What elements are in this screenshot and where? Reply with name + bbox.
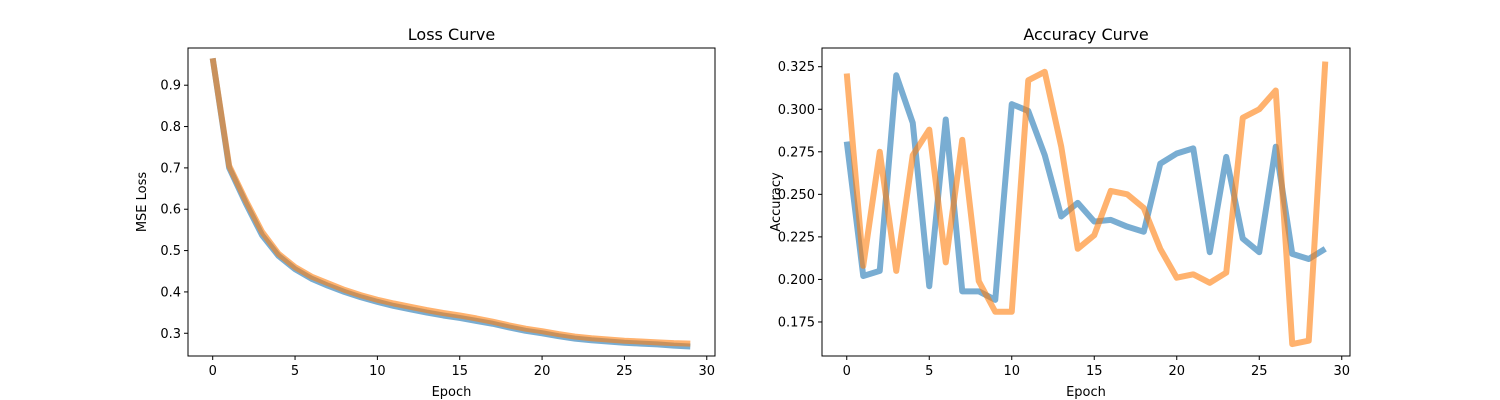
y-tick-label: 0.3	[160, 327, 181, 342]
chart-title: Accuracy Curve	[1023, 25, 1148, 44]
plot-frame	[821, 47, 1351, 357]
y-tick-label: 0.200	[778, 273, 815, 288]
x-tick-label: 10	[1003, 364, 1020, 379]
y-tick-label: 0.9	[160, 79, 181, 94]
y-tick-label: 0.250	[778, 188, 815, 203]
x-tick-label: 0	[843, 364, 851, 379]
y-axis-label: MSE Loss	[135, 172, 150, 233]
series-line-1	[843, 72, 1327, 303]
y-tick-label: 0.300	[778, 103, 815, 118]
y-tick-label: 0.225	[778, 230, 815, 245]
x-tick-label: 5	[291, 364, 299, 379]
x-tick-label: 5	[925, 364, 933, 379]
series-line-2	[209, 57, 691, 347]
x-tick-label: 30	[698, 364, 715, 379]
x-tick-label: 10	[369, 364, 386, 379]
x-tick-label: 25	[616, 364, 633, 379]
y-axis-label: Accuracy	[769, 172, 784, 232]
y-tick-label: 0.8	[160, 120, 181, 135]
x-tick-label: 15	[1086, 364, 1103, 379]
series-line-2	[843, 61, 1329, 348]
x-tick-label: 25	[1251, 364, 1268, 379]
x-tick-label: 0	[209, 364, 217, 379]
x-tick-label: 30	[1333, 364, 1350, 379]
series-line-1	[209, 57, 691, 350]
y-tick-label: 0.175	[778, 315, 815, 330]
plot-frame	[187, 47, 716, 357]
y-tick-label: 0.275	[778, 145, 815, 160]
chart-title: Loss Curve	[408, 25, 495, 44]
loss-chart: 0 5 10 15 20 25 30 0.3 0.4 0.5 0.6 0.7 0.8 0.9 Loss Cu…	[135, 25, 716, 400]
x-tick-label: 20	[1168, 364, 1185, 379]
y-tick-label: 0.325	[778, 60, 815, 75]
y-tick-label: 0.6	[160, 203, 181, 218]
x-tick-label: 15	[451, 364, 468, 379]
x-axis-label: Epoch	[432, 385, 472, 400]
y-tick-label: 0.7	[160, 161, 181, 176]
accuracy-chart: 0 5 10 15 20 25 30 0.175 0.200 0.225 0.250 0.275 0.3…	[769, 25, 1351, 400]
x-axis-label: Epoch	[1066, 385, 1106, 400]
y-tick-label: 0.5	[160, 244, 181, 259]
y-tick-label: 0.4	[160, 285, 181, 300]
x-tick-label: 20	[534, 364, 551, 379]
